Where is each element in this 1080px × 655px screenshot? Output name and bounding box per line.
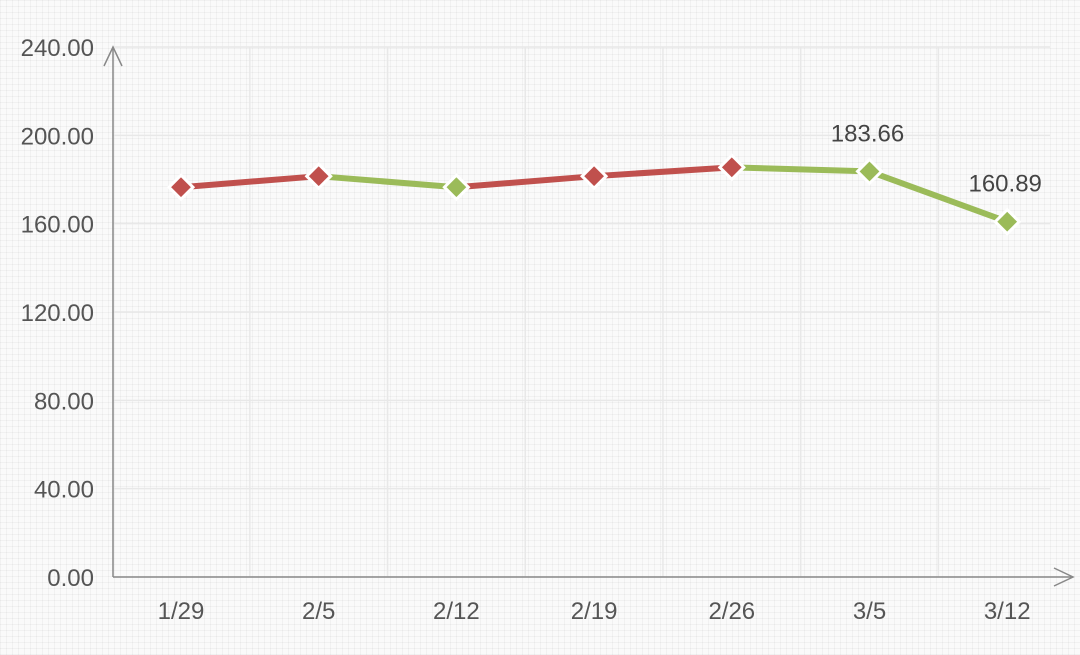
x-axis-arrow <box>1053 567 1075 587</box>
x-tick-label: 2/26 <box>708 598 755 625</box>
x-tick-label: 1/29 <box>158 598 205 625</box>
data-label: 183.66 <box>831 120 904 147</box>
x-tick-label: 3/5 <box>853 598 886 625</box>
grid-lines <box>113 46 1050 577</box>
y-tick-label: 160.00 <box>21 212 94 239</box>
data-label: 160.89 <box>968 171 1041 198</box>
x-axis-ticks: 1/29 2/5 2/12 2/19 2/26 3/5 3/12 <box>158 598 1031 625</box>
y-tick-label: 120.00 <box>21 300 94 327</box>
data-point-marker <box>993 207 1022 236</box>
data-point-marker <box>717 153 746 182</box>
data-labels: 183.66 160.89 <box>831 120 1042 197</box>
line-segment <box>453 173 598 191</box>
line-segment <box>728 164 873 175</box>
x-tick-label: 2/12 <box>433 598 480 625</box>
x-tick-label: 2/5 <box>302 598 335 625</box>
line-segment <box>591 164 735 180</box>
y-tick-label: 40.00 <box>34 477 94 504</box>
series-line <box>178 164 1011 225</box>
y-tick-label: 0.00 <box>47 565 94 592</box>
y-tick-label: 80.00 <box>34 388 94 415</box>
line-segment <box>866 168 1011 225</box>
data-point-marker <box>304 162 333 191</box>
y-axis-arrow <box>103 45 123 67</box>
x-tick-label: 2/19 <box>571 598 618 625</box>
y-axis-ticks: 0.00 40.00 80.00 120.00 160.00 200.00 240.00 <box>21 35 94 592</box>
data-point-marker <box>855 157 884 186</box>
y-tick-label: 200.00 <box>21 123 94 150</box>
data-point-marker <box>166 173 196 202</box>
line-segment <box>178 173 322 191</box>
line-segment <box>315 173 460 191</box>
data-point-marker <box>579 162 609 191</box>
y-tick-label: 240.00 <box>21 35 94 62</box>
series-markers <box>166 153 1022 236</box>
x-tick-label: 3/12 <box>984 598 1031 625</box>
axes <box>103 45 1075 587</box>
data-point-marker <box>442 173 471 202</box>
